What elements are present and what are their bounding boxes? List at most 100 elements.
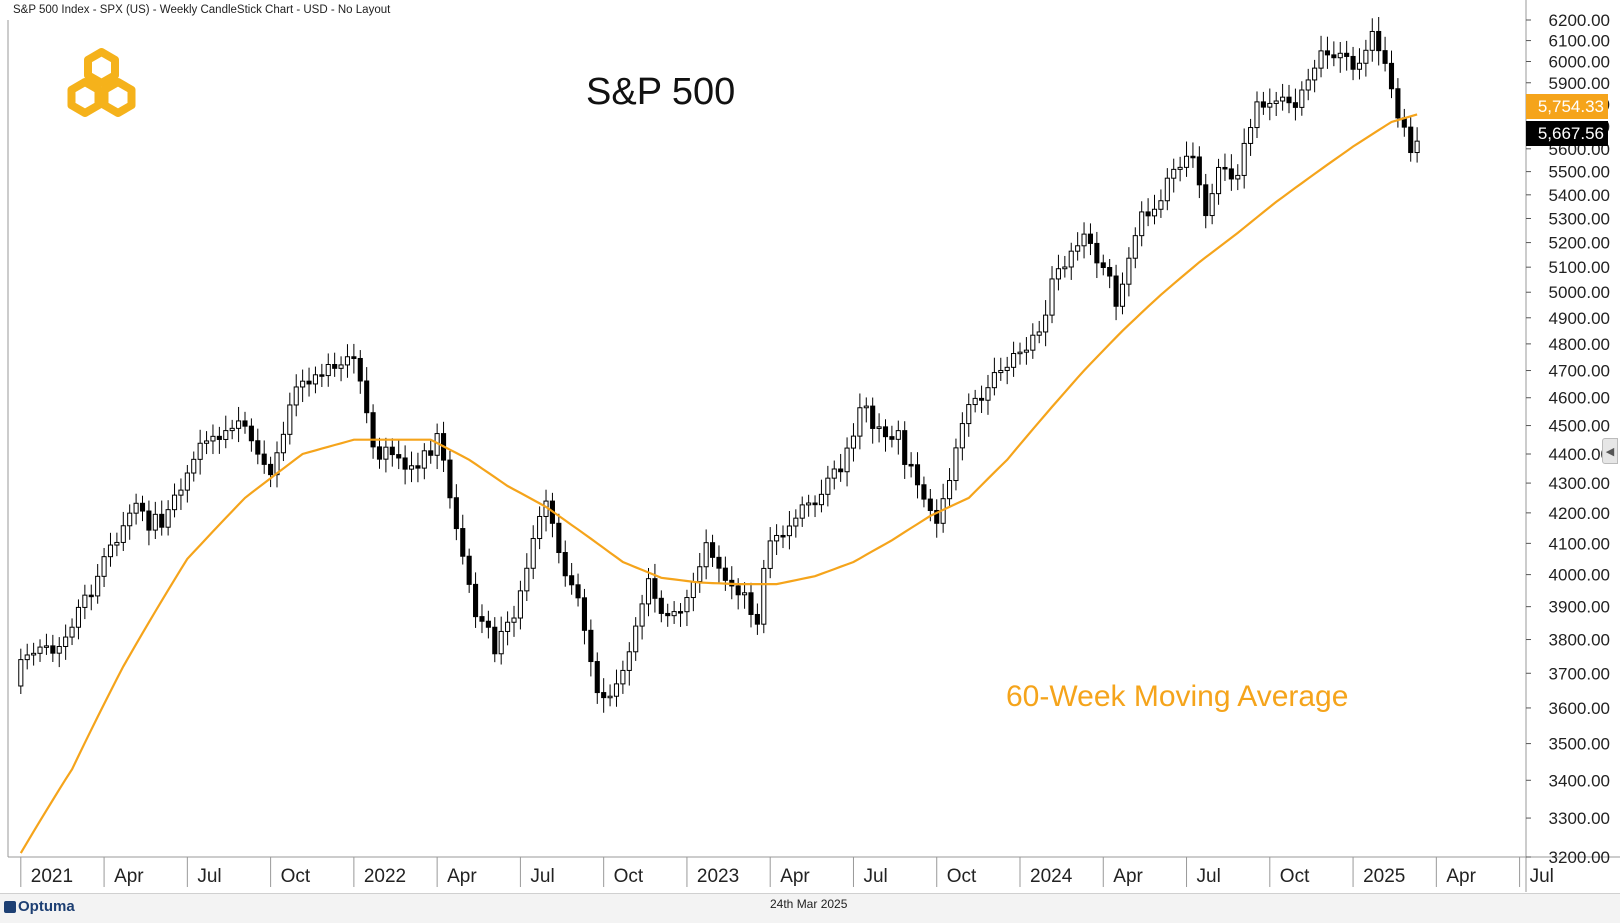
chart-axes: 3200.00 3300.00 3400.00 3500.00 3600.00 3700.… — [7, 0, 1620, 892]
x-tick-label: Oct — [1280, 866, 1310, 887]
candle-body — [1395, 88, 1401, 119]
candle-body — [1408, 126, 1414, 154]
candle-body — [165, 509, 171, 528]
candle-body — [633, 625, 639, 653]
y-tick-label: 5900.00 — [1549, 74, 1610, 93]
candle-body — [793, 517, 799, 527]
candle-body — [453, 497, 459, 530]
candle-body — [1203, 184, 1209, 217]
candle-body — [530, 538, 536, 569]
candle-body — [774, 534, 780, 542]
candle-body — [594, 661, 600, 694]
x-tick-label: Jul — [197, 866, 221, 887]
candle-body — [152, 513, 158, 531]
candle-body — [1292, 102, 1298, 108]
candle-body — [376, 446, 383, 460]
y-tick-label: 5500.00 — [1549, 163, 1610, 182]
x-tick-label: Oct — [281, 866, 311, 887]
candle-body — [735, 585, 741, 596]
candle-body — [902, 430, 908, 465]
y-tick-label: 4100.00 — [1549, 534, 1610, 553]
candle-body — [946, 480, 953, 500]
footer-date: 24th Mar 2025 — [770, 897, 848, 911]
candle-body — [1209, 193, 1215, 217]
candle-body — [511, 617, 517, 623]
candle-body — [325, 364, 331, 377]
candle-body — [1376, 30, 1382, 52]
candle-body — [658, 597, 664, 614]
candle-body — [665, 612, 671, 617]
candle-body — [31, 652, 37, 656]
candle-body — [626, 651, 632, 671]
y-tick-label: 4200.00 — [1549, 504, 1610, 523]
candle-body — [364, 380, 370, 414]
x-tick-label: 2025 — [1363, 866, 1405, 887]
x-tick-label: Oct — [947, 866, 977, 887]
candle-body — [1043, 314, 1049, 333]
y-tick-label: 3600.00 — [1549, 699, 1610, 718]
y-tick-label: 5200.00 — [1549, 234, 1610, 253]
candle-body — [1356, 62, 1363, 70]
candle-body — [184, 472, 190, 491]
candle-body — [1119, 283, 1126, 307]
candle-body — [1081, 233, 1087, 247]
y-tick-label: 6200.00 — [1549, 11, 1610, 30]
candle-body — [1062, 266, 1068, 270]
candle-body — [1344, 52, 1350, 57]
candle-body — [575, 584, 581, 599]
candle-body — [466, 555, 472, 585]
candle-body — [876, 426, 882, 429]
candle-body — [703, 542, 709, 568]
candle-body — [139, 502, 146, 512]
x-tick-label: 2023 — [697, 866, 739, 887]
candles-layer — [18, 17, 1420, 713]
candle-body — [998, 369, 1004, 374]
collapse-panel-button[interactable]: ◀ — [1602, 438, 1618, 464]
candle-body — [1183, 155, 1190, 168]
candle-body — [1414, 140, 1420, 154]
candle-body — [351, 356, 357, 359]
x-tick-label: Apr — [1113, 866, 1143, 887]
candle-body — [69, 626, 75, 638]
candle-body — [1286, 96, 1292, 104]
candle-body — [1164, 177, 1170, 202]
candle-body — [1241, 142, 1247, 176]
optuma-mark-icon — [4, 900, 16, 913]
candle-body — [607, 695, 613, 699]
candle-body — [312, 374, 318, 385]
x-tick-label: 2024 — [1030, 866, 1073, 887]
candle-body — [101, 556, 107, 577]
candle-body — [114, 541, 120, 546]
candle-body — [357, 357, 363, 382]
x-tick-label: 2021 — [31, 866, 73, 887]
y-tick-label: 3700.00 — [1549, 664, 1610, 683]
candle-body — [1004, 366, 1010, 371]
candle-body — [280, 433, 286, 454]
candle-body — [1030, 334, 1036, 351]
candle-body — [889, 436, 895, 440]
candle-body — [1145, 211, 1151, 217]
y-tick-label: 4800.00 — [1549, 335, 1610, 354]
candle-body — [421, 450, 427, 469]
candle-body — [671, 611, 677, 617]
candle-body — [1235, 174, 1241, 180]
candle-body — [959, 423, 965, 449]
candlestick-chart[interactable]: 3200.00 3300.00 3400.00 3500.00 3600.00 3700.… — [0, 0, 1620, 892]
candle-body — [838, 468, 844, 473]
candle-body — [236, 420, 242, 429]
candle-body — [171, 494, 178, 511]
y-tick-label: 5300.00 — [1549, 209, 1610, 228]
candle-body — [1177, 166, 1183, 170]
candle-body — [197, 442, 203, 460]
candle-body — [223, 430, 229, 440]
moving-average-price-box: 5,754.33 — [1526, 94, 1608, 119]
candle-body — [216, 435, 222, 440]
candle-body — [50, 645, 56, 654]
candle-body — [287, 404, 293, 435]
candle-body — [1068, 250, 1074, 268]
candle-body — [1132, 235, 1138, 259]
candle-body — [806, 502, 812, 506]
candle-body — [921, 484, 927, 500]
x-tick-label: Jul — [1197, 866, 1221, 887]
x-tick-label: Apr — [114, 866, 144, 887]
